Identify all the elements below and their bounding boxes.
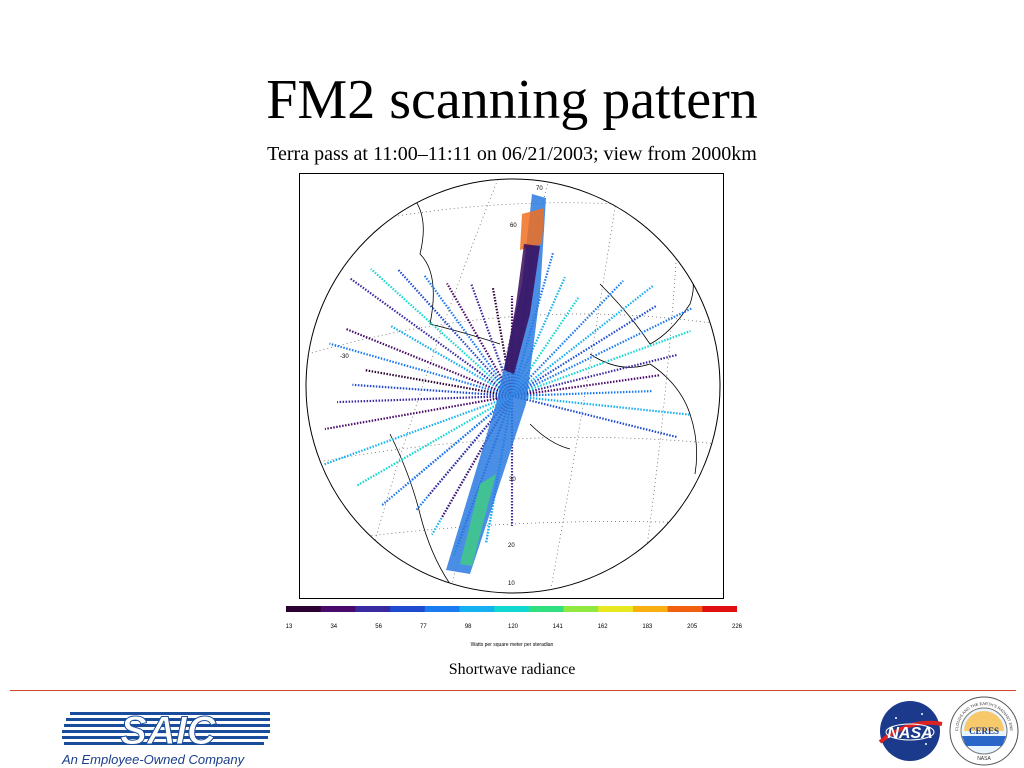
lat-label: 30 [509, 477, 516, 483]
scan-ray [352, 383, 513, 398]
scan-ray [511, 390, 652, 398]
saic-tagline: An Employee-Owned Company [62, 752, 245, 767]
scan-ray [511, 353, 678, 398]
colorbar-tick-label: 162 [597, 624, 608, 630]
colorbar-tick-label: 183 [642, 624, 653, 630]
colorbar-segment [563, 606, 599, 612]
colorbar-segment [494, 606, 530, 612]
scan-ray [422, 273, 513, 397]
colorbar-tick-label: 98 [464, 624, 472, 630]
scan-ray [441, 395, 513, 518]
figure-caption: Shortwave radiance [448, 661, 576, 678]
colorbar-segment [355, 606, 391, 612]
nasa-logo-text: NASA [887, 725, 932, 742]
scan-ray [511, 394, 678, 439]
colorbar-segment [632, 606, 669, 612]
colorbar-tick-label: 205 [687, 624, 698, 630]
coastline-iberia [529, 423, 571, 450]
scan-ray [390, 325, 513, 397]
lat-label: 60 [510, 223, 517, 229]
coastline-west-africa [389, 433, 451, 585]
scan-ray [337, 394, 513, 404]
colorbar-segment [459, 606, 495, 612]
meridian-line [359, 179, 501, 593]
colorbar-tick-label: 56 [375, 624, 382, 630]
colorbar-tick-label: 141 [552, 624, 563, 630]
scan-ray [511, 304, 657, 397]
scan-ray [381, 395, 513, 507]
colorbar-segment [390, 606, 426, 612]
scan-ray [349, 277, 513, 397]
colorbar-units: Watts per square meter per steradian [470, 642, 554, 648]
colorbar-segment [702, 606, 737, 612]
colorbar-tick-label: 13 [285, 624, 293, 630]
colorbar-segment [320, 606, 356, 612]
along-track-swath [504, 244, 540, 374]
scan-ray [511, 374, 661, 398]
ceres-logo: CLOUDS AND THE EARTH'S RADIANT ENERGY SY… [948, 694, 1019, 766]
scan-ray [511, 295, 581, 397]
scan-ray [446, 282, 513, 397]
colorbar-segment [528, 606, 565, 612]
scan-ray [511, 307, 693, 397]
scan-ray [511, 280, 624, 397]
globe-map: 70 60 30 20 10 -30 [305, 178, 721, 594]
lat-label: 70 [536, 186, 543, 192]
ceres-logo-text: CERES [969, 726, 999, 736]
colorbar [286, 606, 737, 612]
lon-label: -30 [340, 354, 349, 360]
colorbar-tick-label: 34 [330, 624, 338, 630]
colorbar-segment [598, 606, 634, 612]
grid-labels: 70 60 30 20 10 -30 [340, 186, 543, 587]
scan-ray [397, 268, 513, 397]
ceres-bottom-text: NASA [977, 756, 991, 762]
slide-subtitle: Terra pass at 11:00–11:11 on 06/21/2003;… [267, 143, 757, 165]
colorbar-segment [667, 606, 703, 612]
lat-label: 10 [508, 581, 515, 587]
scan-ray [355, 395, 513, 487]
colorbar-tick-label: 120 [507, 624, 519, 630]
along-track-swath [460, 474, 496, 566]
scan-ray [469, 282, 514, 397]
colorbar-tick-label: 226 [731, 624, 743, 630]
slide-title: FM2 scanning pattern [266, 69, 758, 131]
footer-divider [10, 690, 1016, 691]
colorbar-segment [424, 606, 461, 612]
colorbar-segment [286, 606, 322, 612]
colorbar-tick-label: 77 [420, 624, 427, 630]
scan-ray [364, 368, 513, 398]
scan-swaths [323, 194, 693, 574]
saic-logo: SAIC [62, 709, 270, 754]
coastline-north-africa [589, 353, 698, 475]
lat-label: 20 [508, 543, 515, 549]
parallel-line [307, 436, 719, 465]
saic-logo-text: SAIC [120, 709, 217, 753]
nasa-logo: NASA [878, 701, 943, 761]
along-track-swath [520, 208, 544, 250]
globe-figure: 70 60 30 20 10 -30 [299, 173, 724, 599]
scan-ray [323, 394, 513, 466]
